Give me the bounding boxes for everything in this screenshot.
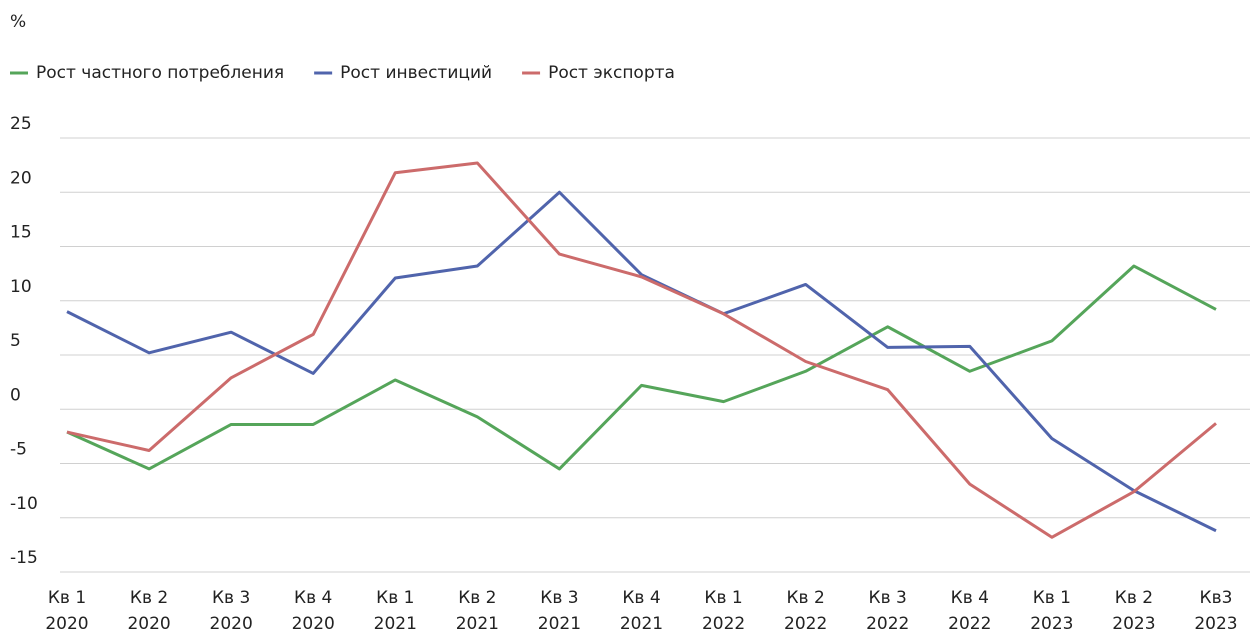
legend-label: Рост частного потребления	[36, 63, 284, 83]
y-tick-label: 20	[10, 168, 32, 188]
x-tick-label: Кв 3	[212, 588, 250, 608]
x-tick-label: Кв 3	[540, 588, 578, 608]
x-tick-label: Кв 4	[951, 588, 989, 608]
x-tick-label: 2020	[210, 614, 253, 630]
y-tick-label: -15	[10, 548, 38, 568]
x-tick-label: Кв 4	[622, 588, 660, 608]
series-line	[66, 161, 1217, 539]
x-tick-label: 2023	[1194, 614, 1237, 630]
x-tick-label: 2020	[45, 614, 88, 630]
x-tick-label: 2022	[948, 614, 991, 630]
y-tick-label: 25	[10, 114, 32, 134]
x-tick-label: Кв 1	[376, 588, 414, 608]
series-line	[66, 264, 1217, 471]
legend-label: Рост инвестиций	[340, 63, 492, 83]
x-tick-label: 2023	[1112, 614, 1155, 630]
x-tick-label: Кв 1	[48, 588, 86, 608]
x-tick-label: 2021	[374, 614, 417, 630]
y-tick-label: -5	[10, 440, 27, 460]
x-tick-label: 2022	[866, 614, 909, 630]
x-tick-label: 2021	[620, 614, 663, 630]
x-tick-label: 2020	[292, 614, 335, 630]
y-tick-label: -10	[10, 494, 38, 514]
y-tick-label: 5	[10, 331, 21, 351]
y-axis-label: %	[10, 12, 26, 32]
x-tick-label: Кв 1	[1033, 588, 1071, 608]
y-tick-label: 15	[10, 223, 32, 243]
y-tick-label: 10	[10, 277, 32, 297]
x-tick-label: Кв 4	[294, 588, 332, 608]
x-tick-label: 2021	[538, 614, 581, 630]
x-tick-label: 2022	[702, 614, 745, 630]
x-tick-label: 2020	[127, 614, 170, 630]
x-tick-label: 2022	[784, 614, 827, 630]
x-tick-label: Кв 2	[130, 588, 168, 608]
series-line	[66, 190, 1217, 533]
x-tick-label: Кв 2	[1115, 588, 1153, 608]
y-tick-label: 0	[10, 385, 21, 405]
x-tick-label: Кв 3	[869, 588, 907, 608]
x-tick-label: Кв 1	[704, 588, 742, 608]
x-tick-label: Кв 2	[458, 588, 496, 608]
x-tick-label: 2023	[1030, 614, 1073, 630]
x-tick-label: Кв3	[1200, 588, 1233, 608]
legend-label: Рост экспорта	[548, 63, 675, 83]
x-tick-label: 2021	[456, 614, 499, 630]
x-tick-label: Кв 2	[786, 588, 824, 608]
